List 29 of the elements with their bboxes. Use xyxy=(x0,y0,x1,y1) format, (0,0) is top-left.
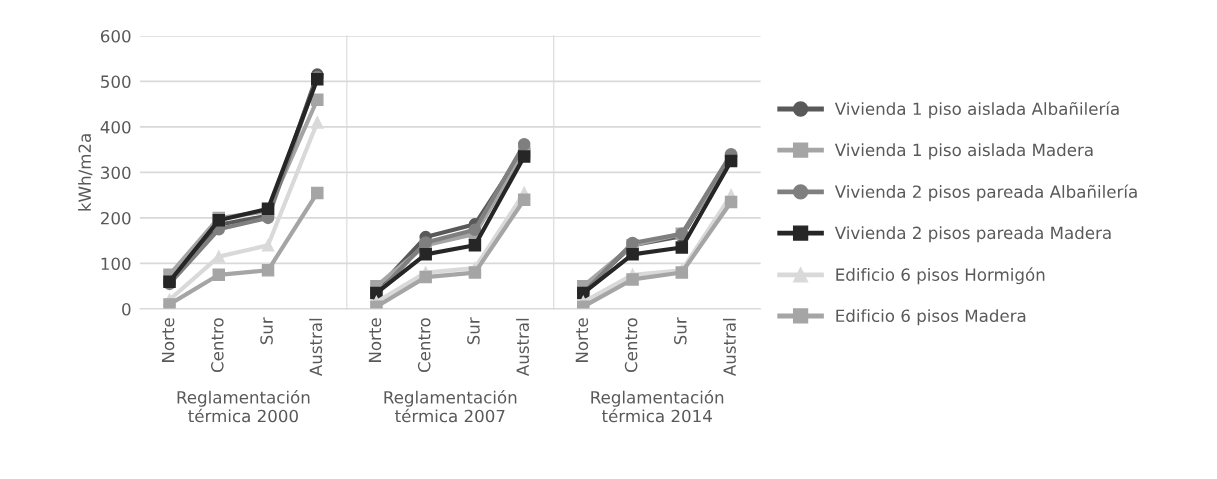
y-tick-label: 100 xyxy=(101,257,131,271)
x-tick-label: Norte xyxy=(575,318,589,362)
legend-label: Vivienda 1 piso aislada Albañilería xyxy=(834,101,1119,119)
x-axis-title: Reglamentación térmica 2000 xyxy=(177,390,310,423)
x-tick-label: Norte xyxy=(161,318,175,362)
x-tick-label: Centro xyxy=(417,318,431,373)
legend-label: Edificio 6 pisos Madera xyxy=(836,309,1026,326)
x-tick-label: Norte xyxy=(368,318,382,362)
y-tick-label: 400 xyxy=(100,120,131,134)
y-tick-label: 300 xyxy=(101,166,131,180)
x-tick-label: Sur xyxy=(674,317,687,345)
x-tick-label: Centro xyxy=(211,318,224,373)
x-tick-label: Austral xyxy=(516,318,530,377)
x-tick-label: Sur xyxy=(260,317,273,345)
x-axis-title: Reglamentación térmica 2014 xyxy=(591,390,724,423)
x-tick-label: Austral xyxy=(723,318,736,377)
y-tick-label: 0 xyxy=(122,302,131,316)
x-tick-label: Sur xyxy=(467,317,480,345)
y-tick-label: 600 xyxy=(100,29,131,43)
y-tick-label: 200 xyxy=(101,211,131,225)
y-tick-label: 500 xyxy=(101,75,131,88)
x-tick-label: Centro xyxy=(624,318,638,373)
x-tick-label: Austral xyxy=(309,318,323,377)
legend-label: Vivienda 2 pisos pareada Madera xyxy=(834,226,1111,243)
legend-label: Edificio 6 pisos Hormigón xyxy=(836,267,1045,285)
y-axis-title: kWh/m2a xyxy=(78,134,93,211)
legend-label: Vivienda 1 piso aislada Madera xyxy=(834,143,1093,160)
legend-label: Vivienda 2 pisos pareada Albañilería xyxy=(834,184,1137,202)
x-axis-title: Reglamentación térmica 2007 xyxy=(384,390,517,423)
